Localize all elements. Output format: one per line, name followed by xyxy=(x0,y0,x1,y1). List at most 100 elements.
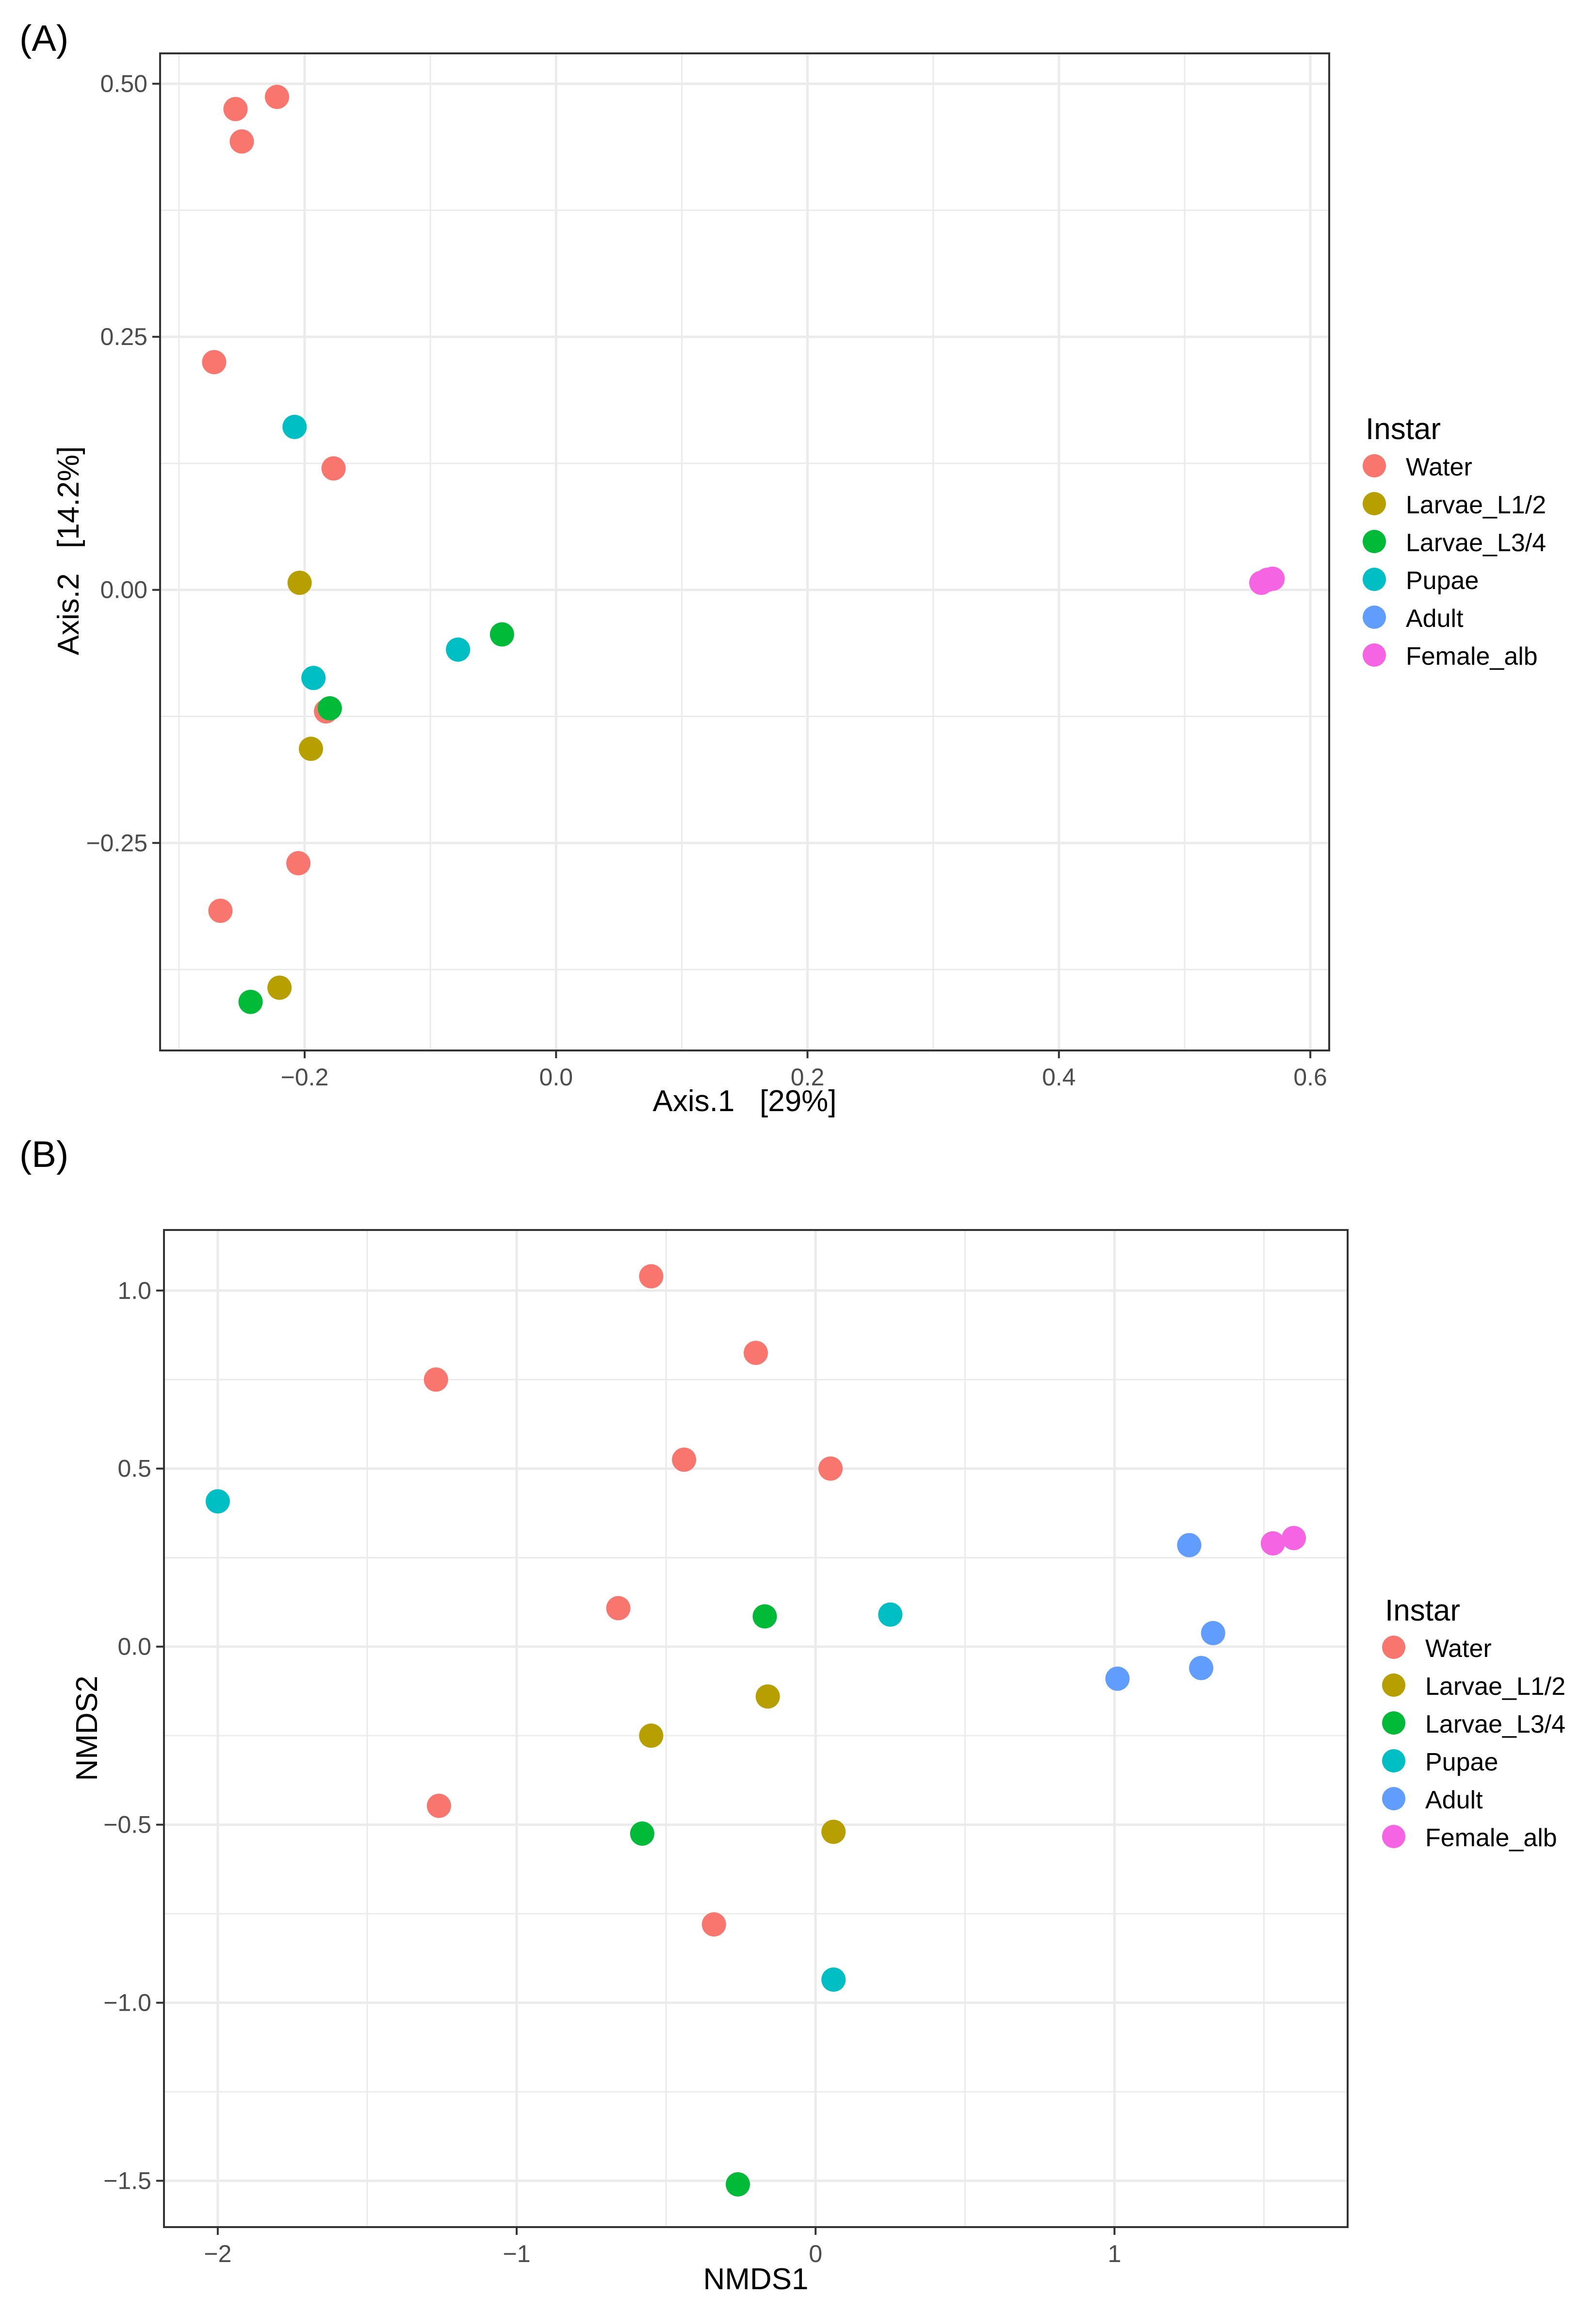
panel-a-point-water xyxy=(321,456,346,481)
panel-a-legend-key xyxy=(1363,530,1386,553)
panel-b-point-adult xyxy=(1177,1533,1202,1558)
panel-a-legend-title: Instar xyxy=(1366,412,1441,446)
panel-b-point-water xyxy=(672,1447,697,1472)
panel-a-legend-key xyxy=(1363,454,1386,477)
panel-b-label: (B) xyxy=(19,1134,68,1175)
panel-b-legend-title: Instar xyxy=(1385,1594,1460,1627)
panel-b-legend-label: Adult xyxy=(1425,1786,1483,1814)
panel-a-point-female-alb xyxy=(1260,566,1285,591)
panel-a-point-water xyxy=(202,350,227,375)
panel-a-point-water xyxy=(223,97,248,121)
panel-a-x-tick-label: 0.6 xyxy=(1293,1064,1327,1091)
panel-a-label: (A) xyxy=(19,18,68,59)
panel-a-point-pupae xyxy=(282,414,307,439)
panel-b-x-tick-label: −1 xyxy=(503,2240,531,2267)
panel-b-y-tick-label: −0.5 xyxy=(103,1811,151,1838)
panel-a-legend-label: Water xyxy=(1406,453,1472,481)
panel-a-y-tick-label: 0.50 xyxy=(100,70,147,98)
panel-b-x-tick-label: 0 xyxy=(809,2240,822,2267)
panel-b-point-larvae-l1-2 xyxy=(755,1684,780,1709)
panel-b-point-water xyxy=(744,1341,768,1365)
panel-a-point-larvae-l1-2 xyxy=(267,975,292,1000)
panel-a-legend-key xyxy=(1363,492,1386,515)
panel-a-y-axis: 0.50 0.25 0.00 −0.25 xyxy=(86,70,160,856)
panel-b-plot-border xyxy=(163,1229,1349,2228)
panel-b-point-water xyxy=(606,1596,631,1621)
panel-b-legend-key xyxy=(1382,1749,1405,1772)
panel-b-y-tick-label: −1.0 xyxy=(103,1989,151,2017)
panel-b-y-tick-label: −1.5 xyxy=(103,2167,151,2195)
panel-b-legend-key xyxy=(1382,1711,1405,1735)
panel-a-point-water xyxy=(208,899,233,923)
panel-b-legend-key xyxy=(1382,1825,1405,1848)
panel-b-y-tick-label: 0.0 xyxy=(117,1633,151,1660)
panel-b-point-female-alb xyxy=(1282,1525,1306,1550)
panel-b-point-adult xyxy=(1105,1666,1130,1691)
panel-b-legend: Instar Water Larvae_L1/2 Larvae_L3/4 Pupae A… xyxy=(1382,1594,1565,1852)
panel-b-points xyxy=(205,1264,1306,2197)
panel-b-legend-key xyxy=(1382,1636,1405,1659)
panel-b-point-water xyxy=(701,1912,726,1937)
panel-a-legend-label: Female_alb xyxy=(1406,642,1538,671)
panel-b-gridlines xyxy=(164,1230,1348,2227)
panel-a-legend-items: Water Larvae_L1/2 Larvae_L3/4 Pupae Adult Fem… xyxy=(1363,453,1546,671)
panel-b-point-larvae-l3-4 xyxy=(726,2172,750,2197)
panel-a-x-tick-label: 0.4 xyxy=(1042,1064,1076,1091)
panel-a-legend-label: Pupae xyxy=(1406,567,1479,595)
panel-b-point-larvae-l3-4 xyxy=(752,1604,777,1629)
panel-b-point-water xyxy=(426,1793,451,1818)
panel-a-points xyxy=(202,84,1285,1014)
panel-b-point-larvae-l1-2 xyxy=(639,1723,664,1748)
panel-a-legend-label: Adult xyxy=(1406,605,1464,633)
panel-a-y-tick-label: 0.25 xyxy=(100,323,147,350)
panel-a-point-water xyxy=(286,851,311,876)
panel-b-legend-label: Larvae_L3/4 xyxy=(1425,1710,1565,1738)
panel-a-legend: Instar Water Larvae_L1/2 Larvae_L3/4 Pupae A… xyxy=(1363,412,1546,671)
panel-a-x-axis: −0.2 0.0 0.2 0.4 0.6 xyxy=(281,1050,1327,1091)
panel-b-x-tick-label: 1 xyxy=(1107,2240,1121,2267)
panel-b-point-pupae xyxy=(878,1602,903,1627)
panel-a-point-pupae xyxy=(446,637,471,662)
panel-a-y-tick-label: 0.00 xyxy=(100,576,147,604)
panel-b-legend-label: Larvae_L1/2 xyxy=(1425,1673,1565,1701)
panel-a-x-tick-label: −0.2 xyxy=(281,1064,329,1091)
panel-b-legend-label: Water xyxy=(1425,1635,1492,1663)
panel-b-point-pupae xyxy=(821,1967,846,1992)
panel-b-point-water xyxy=(639,1264,664,1289)
panel-a-x-label: Axis.1 [29%] xyxy=(652,1084,836,1118)
panel-a-point-larvae-l1-2 xyxy=(287,571,312,595)
panel-b-point-larvae-l1-2 xyxy=(821,1820,846,1844)
panel-b-point-larvae-l3-4 xyxy=(630,1821,654,1846)
panel-a-y-tick-label: −0.25 xyxy=(86,829,147,856)
panel-b-legend-items: Water Larvae_L1/2 Larvae_L3/4 Pupae Adult Fem… xyxy=(1382,1635,1565,1852)
panel-b-y-tick-label: 0.5 xyxy=(117,1455,151,1482)
panel-a-legend-key xyxy=(1363,643,1386,667)
panel-a-legend-key xyxy=(1363,606,1386,629)
panel-a-gridlines xyxy=(160,53,1329,1050)
panel-a-legend-label: Larvae_L1/2 xyxy=(1406,491,1546,519)
panel-a: (A) −0.2 0.0 0.2 0.4 0.6 0.50 0.25 0.00 −0.25 A… xyxy=(19,18,1546,1118)
panel-a-point-larvae-l3-4 xyxy=(238,989,263,1014)
panel-b-point-water xyxy=(818,1456,843,1481)
panel-b: (B) −2 −1 0 1 1.0 0.5 0.0 −0.5 −1.0 −1.5 NMDS1 N… xyxy=(19,1134,1565,2296)
panel-b-legend-key xyxy=(1382,1787,1405,1810)
panel-b-y-axis: 1.0 0.5 0.0 −0.5 −1.0 −1.5 xyxy=(103,1277,164,2195)
panel-a-point-larvae-l1-2 xyxy=(298,737,323,761)
panel-a-legend-label: Larvae_L3/4 xyxy=(1406,529,1546,557)
panel-a-x-tick-label: 0.0 xyxy=(539,1064,573,1091)
panel-b-point-pupae xyxy=(205,1489,230,1514)
panel-b-plot-area xyxy=(164,1230,1348,2227)
panel-b-x-tick-label: −2 xyxy=(204,2240,231,2267)
panel-b-legend-key xyxy=(1382,1673,1405,1697)
panel-b-point-female-alb xyxy=(1260,1531,1285,1556)
panel-b-y-tick-label: 1.0 xyxy=(117,1277,151,1304)
panel-b-point-adult xyxy=(1201,1621,1225,1645)
panel-a-legend-key xyxy=(1363,568,1386,591)
panel-a-plot-border xyxy=(159,52,1330,1051)
panel-a-point-pupae xyxy=(301,666,326,690)
panel-a-plot-area xyxy=(160,53,1329,1050)
panel-b-point-water xyxy=(423,1367,448,1392)
panel-b-legend-label: Pupae xyxy=(1425,1748,1498,1776)
panel-a-y-label: Axis.2 [14.2%] xyxy=(52,446,85,656)
